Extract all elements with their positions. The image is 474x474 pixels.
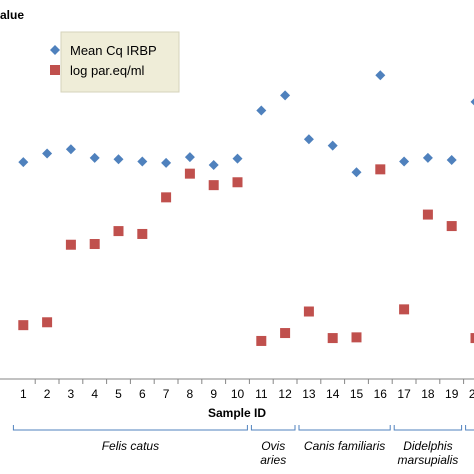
group-label: aries [260,453,286,467]
x-tick-label: 9 [210,387,217,401]
legend-marker-square [50,65,60,75]
x-tick-label: 15 [350,387,364,401]
x-tick-label: 17 [397,387,411,401]
point-logpar-18 [422,209,433,220]
point-logpar-11 [256,335,267,346]
x-tick-label: 14 [326,387,340,401]
x-tick-label: 7 [163,387,170,401]
point-irbp-9 [208,160,219,171]
legend-label: log par.eq/ml [70,63,145,78]
x-axis-title: Sample ID [208,406,266,420]
point-irbp-15 [351,167,362,178]
x-tick-label: 4 [91,387,98,401]
x-tick-label: 18 [421,387,435,401]
point-logpar-13 [303,306,314,317]
x-tick-label: 3 [68,387,75,401]
legend-marker-diamond [50,45,60,55]
group-bracket [393,425,463,431]
point-logpar-17 [399,304,410,315]
point-irbp-4 [89,152,100,163]
point-logpar-7 [161,192,172,203]
x-tick-label: 12 [278,387,292,401]
point-irbp-6 [137,156,148,167]
point-logpar-6 [137,228,148,239]
group-bracket [250,425,296,431]
point-logpar-5 [113,226,124,237]
point-irbp-18 [422,152,433,163]
point-logpar-10 [232,177,243,188]
point-logpar-4 [89,239,100,250]
x-tick-label: 5 [115,387,122,401]
point-irbp-7 [161,157,172,168]
group-label: marsupialis [398,453,459,467]
point-irbp-20 [470,98,474,106]
point-irbp-2 [42,148,53,159]
point-logpar-19 [446,221,457,232]
point-irbp-3 [65,144,76,155]
point-irbp-8 [184,152,195,163]
point-logpar-16 [375,164,386,175]
x-tick-label: 10 [231,387,245,401]
x-tick-label: 16 [374,387,388,401]
x-tick-label: 2 [44,387,51,401]
point-logpar-15 [351,332,362,343]
data-points [18,70,474,346]
group-label: Canis familiaris [304,439,385,453]
point-irbp-5 [113,154,124,165]
group-label: Felis catus [102,439,159,453]
group-bracket [12,425,248,431]
group-bracket [298,425,391,431]
point-logpar-9 [208,180,219,191]
group-label: Ovis [261,439,285,453]
point-irbp-16 [375,70,386,81]
point-irbp-14 [327,140,338,151]
point-irbp-12 [280,90,291,101]
y-axis-label: alue [0,8,24,22]
point-irbp-11 [256,105,267,116]
x-tick-label: 11 [255,387,268,401]
point-irbp-17 [399,156,410,167]
x-tick-label: 8 [187,387,194,401]
x-tick-label: 13 [302,387,316,401]
point-irbp-10 [232,153,243,164]
x-tick-label: 1 [20,387,27,401]
x-tick-label: 6 [139,387,146,401]
point-logpar-3 [65,239,76,250]
point-logpar-20 [470,333,474,344]
x-tick-labels: 12345678910111213141516171819202 [20,379,474,401]
x-tick-label: 20 [469,387,474,401]
x-tick-label: 19 [445,387,459,401]
point-logpar-1 [18,320,29,331]
point-irbp-13 [303,134,314,145]
legend-box [60,31,180,93]
point-logpar-2 [42,317,53,328]
legend: Mean Cq IRBP log par.eq/ml [50,31,180,93]
point-logpar-8 [184,168,195,179]
group-bracket [465,425,474,431]
point-logpar-12 [280,328,291,339]
point-irbp-19 [446,155,457,166]
group-label: Didelphis [403,439,452,453]
legend-label: Mean Cq IRBP [70,43,157,58]
point-logpar-14 [327,333,338,344]
point-irbp-1 [18,157,29,168]
